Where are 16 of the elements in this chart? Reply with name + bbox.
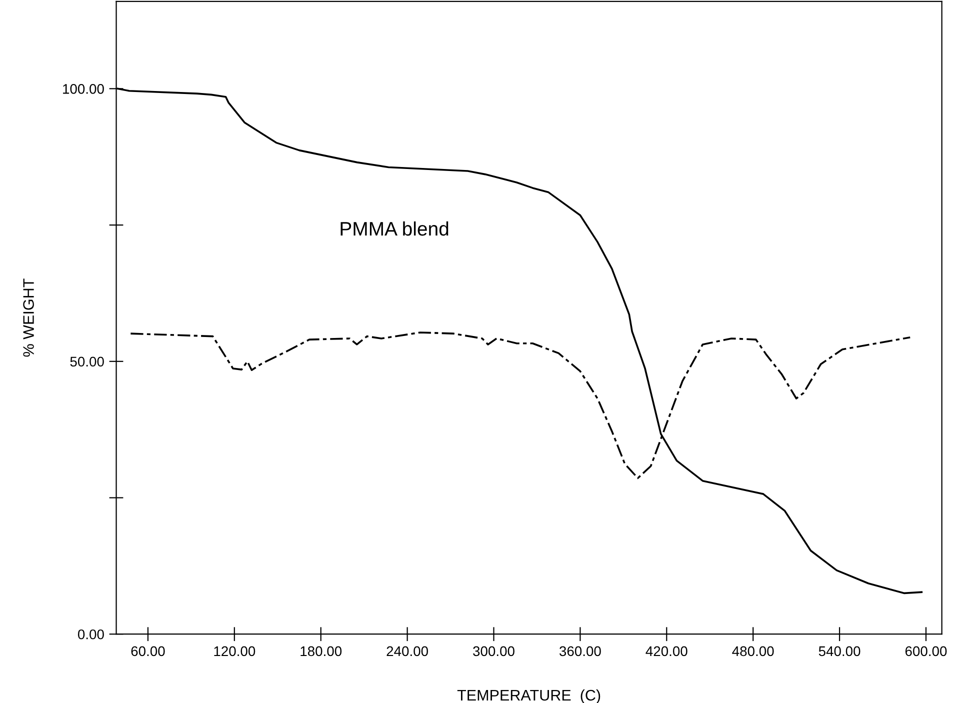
x-tick-label: 60.00 [131, 646, 165, 656]
x-tick-label: 300.00 [473, 646, 514, 656]
y-tick-label: 0.00 [78, 629, 104, 640]
x-tick-label: 480.00 [732, 646, 774, 656]
x-tick-label: 120.00 [214, 646, 256, 656]
x-tick-label: 240.00 [386, 646, 428, 656]
x-tick-label: 180.00 [300, 646, 342, 656]
x-tick-label: 360.00 [559, 646, 601, 656]
x-tick-label: 540.00 [818, 646, 860, 656]
line-series [130, 332, 912, 480]
x-tick-label: 420.00 [646, 646, 688, 656]
y-axis-title: % WEIGHT [23, 278, 34, 357]
annotation: PMMA blend [340, 221, 448, 236]
y-tick-label: 100.00 [63, 84, 104, 94]
x-tick-label: 600.00 [905, 646, 947, 656]
y-tick-label: 50.00 [70, 356, 104, 367]
